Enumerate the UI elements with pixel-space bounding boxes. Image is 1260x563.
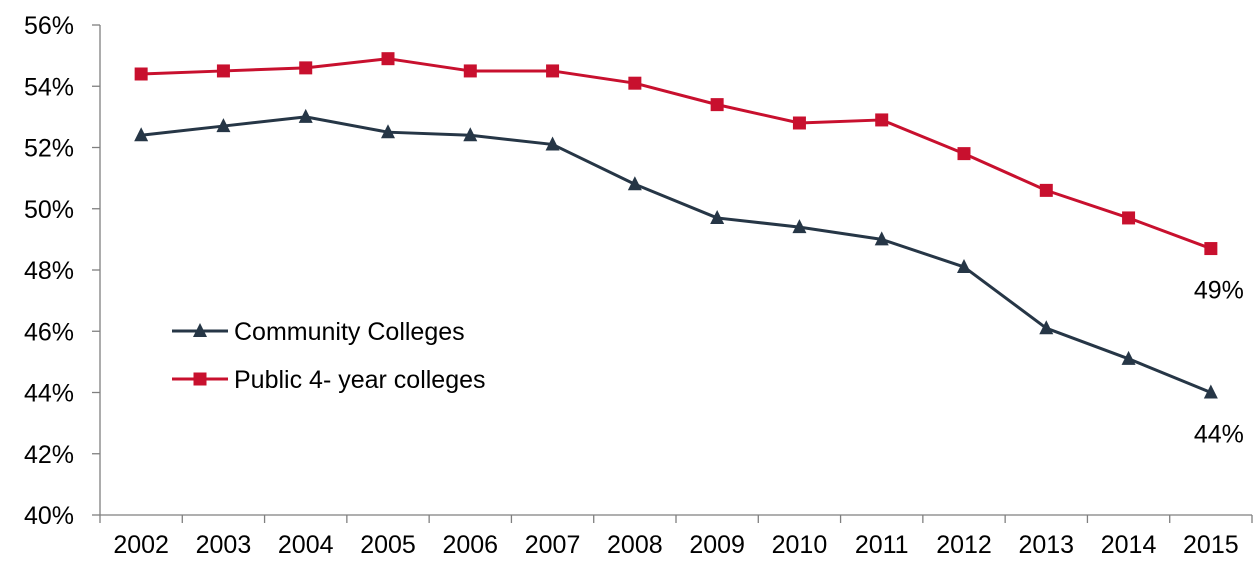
data-point-public-4-year-colleges: [1204, 242, 1218, 256]
data-point-community-colleges: [710, 209, 725, 224]
series-line-community-colleges: [140, 115, 1212, 394]
legend-label: Public 4- year colleges: [234, 366, 486, 394]
data-point-community-colleges: [298, 108, 313, 123]
data-point-public-4-year-colleges: [957, 147, 971, 161]
x-tick-label: 2010: [772, 531, 828, 559]
legend-item-public-4-year-colleges: Public 4- year colleges: [172, 366, 486, 394]
data-point-public-4-year-colleges: [875, 113, 889, 127]
y-tick-label: 56%: [24, 12, 74, 40]
data-point-community-colleges: [1203, 384, 1218, 399]
data-point-community-colleges: [792, 219, 807, 234]
end-label-community-colleges: 44%: [1194, 421, 1244, 449]
y-tick-label: 44%: [24, 380, 74, 408]
data-point-public-4-year-colleges: [1122, 211, 1136, 225]
series-line-public-4-year-colleges: [141, 57, 1212, 250]
y-tick-label: 48%: [24, 257, 74, 285]
data-point-community-colleges: [627, 176, 642, 191]
data-point-public-4-year-colleges: [299, 61, 313, 75]
x-tick-label: 2015: [1183, 531, 1239, 559]
x-tick-label: 2012: [936, 531, 992, 559]
x-axis: 2002 2003 2004 2005 2006 2007 2008 2009 2010 2011…: [99, 514, 1253, 559]
data-point-public-4-year-colleges: [216, 64, 230, 78]
legend-item-community-colleges: Community Colleges: [172, 318, 465, 346]
data-point-public-4-year-colleges: [463, 64, 477, 78]
data-point-public-4-year-colleges: [710, 98, 724, 112]
series-layer: 44% 49%: [134, 52, 1244, 449]
y-tick-label: 46%: [24, 318, 74, 346]
x-tick-label: 2004: [278, 531, 334, 559]
y-axis: 40% 42% 44% 46% 48% 50% 52% 54% 56%: [24, 12, 101, 530]
data-point-community-colleges: [957, 258, 971, 273]
series-community-colleges: 44%: [134, 108, 1244, 449]
data-point-public-4-year-colleges: [546, 64, 560, 78]
y-tick-label: 50%: [24, 196, 74, 224]
data-point-community-colleges: [463, 127, 478, 142]
x-tick-label: 2011: [855, 531, 909, 559]
data-point-community-colleges: [216, 118, 231, 133]
x-tick-label: 2013: [1018, 531, 1074, 559]
y-tick-label: 54%: [24, 73, 74, 101]
end-label-public-4-year-colleges: 49%: [1194, 277, 1244, 305]
x-tick-label: 2014: [1101, 531, 1157, 559]
data-point-community-colleges: [874, 231, 889, 246]
data-point-public-4-year-colleges: [792, 116, 806, 130]
data-point-community-colleges: [1121, 350, 1136, 365]
data-point-public-4-year-colleges: [381, 52, 395, 66]
data-point-community-colleges: [134, 127, 149, 142]
data-point-community-colleges: [1039, 320, 1054, 335]
data-point-public-4-year-colleges: [628, 76, 642, 90]
data-point-community-colleges: [545, 136, 560, 151]
series-public-4-year-colleges: 49%: [134, 52, 1244, 305]
x-tick-label: 2003: [196, 531, 252, 559]
data-point-community-colleges: [381, 124, 395, 139]
legend-swatch-marker: [193, 372, 207, 386]
legend-label: Community Colleges: [234, 318, 465, 346]
x-tick-label: 2007: [525, 531, 581, 559]
legend-swatch-marker: [193, 323, 207, 337]
data-point-public-4-year-colleges: [134, 67, 148, 81]
x-tick-label: 2006: [442, 531, 498, 559]
y-tick-label: 52%: [24, 135, 74, 163]
y-tick-label: 40%: [24, 502, 74, 530]
x-tick-label: 2008: [607, 531, 663, 559]
legend: Community Colleges Public 4- year college…: [172, 318, 486, 394]
x-tick-label: 2009: [689, 531, 745, 559]
y-tick-label: 42%: [24, 441, 74, 469]
x-tick-label: 2005: [360, 531, 416, 559]
data-point-public-4-year-colleges: [1039, 183, 1053, 197]
x-tick-label: 2002: [113, 531, 169, 559]
